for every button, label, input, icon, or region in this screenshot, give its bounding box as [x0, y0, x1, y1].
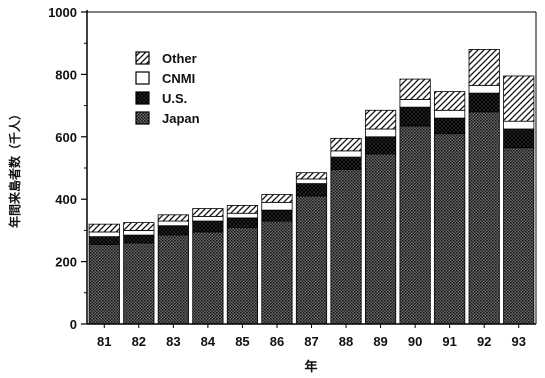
x-tick-label-83: 83 — [166, 334, 180, 349]
bar-us-90 — [399, 106, 431, 127]
bar-other-90 — [399, 78, 431, 100]
y-tick-label-0: 0 — [70, 317, 77, 332]
x-tick-label-84: 84 — [201, 334, 216, 349]
legend-swatch-other — [135, 51, 150, 65]
bar-us-86 — [261, 209, 293, 222]
bar-us-85 — [226, 217, 259, 228]
bar-other-81 — [88, 223, 120, 233]
x-tick-label-90: 90 — [408, 334, 422, 349]
bar-cnmi-88 — [330, 150, 362, 158]
bar-other-82 — [123, 222, 155, 231]
bar-cnmi-87 — [295, 178, 328, 184]
bar-us-88 — [330, 156, 362, 170]
x-tick-label-93: 93 — [511, 334, 525, 349]
x-tick-label-81: 81 — [97, 334, 111, 349]
y-tick-label-800: 800 — [55, 67, 77, 82]
bar-japan-83 — [157, 234, 189, 325]
bar-other-89 — [364, 109, 397, 130]
bar-us-82 — [123, 234, 155, 244]
legend-label-other: Other — [162, 51, 197, 66]
x-ticks-group: 81 82 83 84 85 86 87 88 89 90 91 92 93 — [97, 324, 526, 349]
legend-label-japan: Japan — [162, 111, 200, 126]
bar-us-81 — [88, 236, 120, 245]
legend-swatch-japan — [135, 111, 150, 125]
x-tick-label-86: 86 — [270, 334, 284, 349]
bar-cnmi-83 — [157, 220, 189, 227]
bar-cnmi-93 — [503, 120, 535, 130]
bar-other-84 — [192, 208, 224, 217]
bar-japan-85 — [226, 226, 259, 325]
bar-japan-87 — [295, 195, 328, 325]
bar-cnmi-90 — [399, 98, 431, 108]
bar-cnmi-82 — [123, 229, 155, 236]
bar-japan-88 — [330, 169, 362, 325]
legend-swatch-us — [135, 91, 150, 105]
x-tick-label-87: 87 — [304, 334, 318, 349]
bar-japan-89 — [364, 153, 397, 325]
bar-cnmi-81 — [88, 231, 120, 238]
bar-us-91 — [434, 117, 466, 135]
bar-cnmi-92 — [468, 84, 500, 94]
y-tick-label-200: 200 — [55, 255, 77, 270]
y-tick-label-1000: 1000 — [48, 5, 77, 20]
y-tick-label-400: 400 — [55, 192, 77, 207]
bar-japan-90 — [399, 125, 431, 325]
bar-other-88 — [330, 137, 362, 152]
legend-label-us: U.S. — [162, 91, 187, 106]
x-tick-label-92: 92 — [477, 334, 491, 349]
x-tick-label-89: 89 — [373, 334, 387, 349]
bar-other-85 — [226, 205, 259, 214]
legend-label-cnmi: CNMI — [162, 71, 195, 86]
bar-us-84 — [192, 220, 224, 233]
bar-japan-93 — [503, 147, 535, 325]
x-axis-title: 年 — [304, 359, 317, 374]
bar-other-86 — [261, 194, 293, 203]
bar-other-93 — [503, 75, 535, 122]
bar-japan-92 — [468, 111, 500, 325]
bar-japan-84 — [192, 231, 224, 325]
bar-other-92 — [468, 49, 500, 86]
legend: Other CNMI U.S. Japan — [135, 51, 200, 126]
bar-japan-91 — [434, 133, 466, 325]
y-ticks-group: 0 200 400 600 800 1000 — [48, 5, 87, 332]
bar-other-87 — [295, 172, 328, 180]
y-axis-title: 年間来島者数（千人） — [7, 108, 22, 228]
bar-japan-86 — [261, 220, 293, 325]
bar-us-89 — [364, 136, 397, 155]
bar-us-92 — [468, 92, 500, 113]
bars-group — [88, 49, 535, 325]
x-tick-label-82: 82 — [132, 334, 146, 349]
legend-swatch-cnmi — [135, 71, 150, 85]
bar-cnmi-86 — [261, 201, 293, 211]
bar-japan-81 — [88, 244, 120, 325]
x-tick-label-85: 85 — [235, 334, 249, 349]
bar-us-93 — [503, 128, 535, 149]
x-tick-label-88: 88 — [339, 334, 353, 349]
bar-cnmi-84 — [192, 215, 224, 222]
bar-us-87 — [295, 183, 328, 197]
y-tick-label-600: 600 — [55, 130, 77, 145]
bar-other-83 — [157, 214, 189, 222]
bar-us-83 — [157, 225, 189, 236]
x-tick-label-91: 91 — [442, 334, 456, 349]
bar-cnmi-89 — [364, 128, 397, 138]
bar-cnmi-85 — [226, 212, 259, 219]
bar-cnmi-91 — [434, 109, 466, 119]
bar-other-91 — [434, 91, 466, 111]
bar-japan-82 — [123, 242, 155, 325]
